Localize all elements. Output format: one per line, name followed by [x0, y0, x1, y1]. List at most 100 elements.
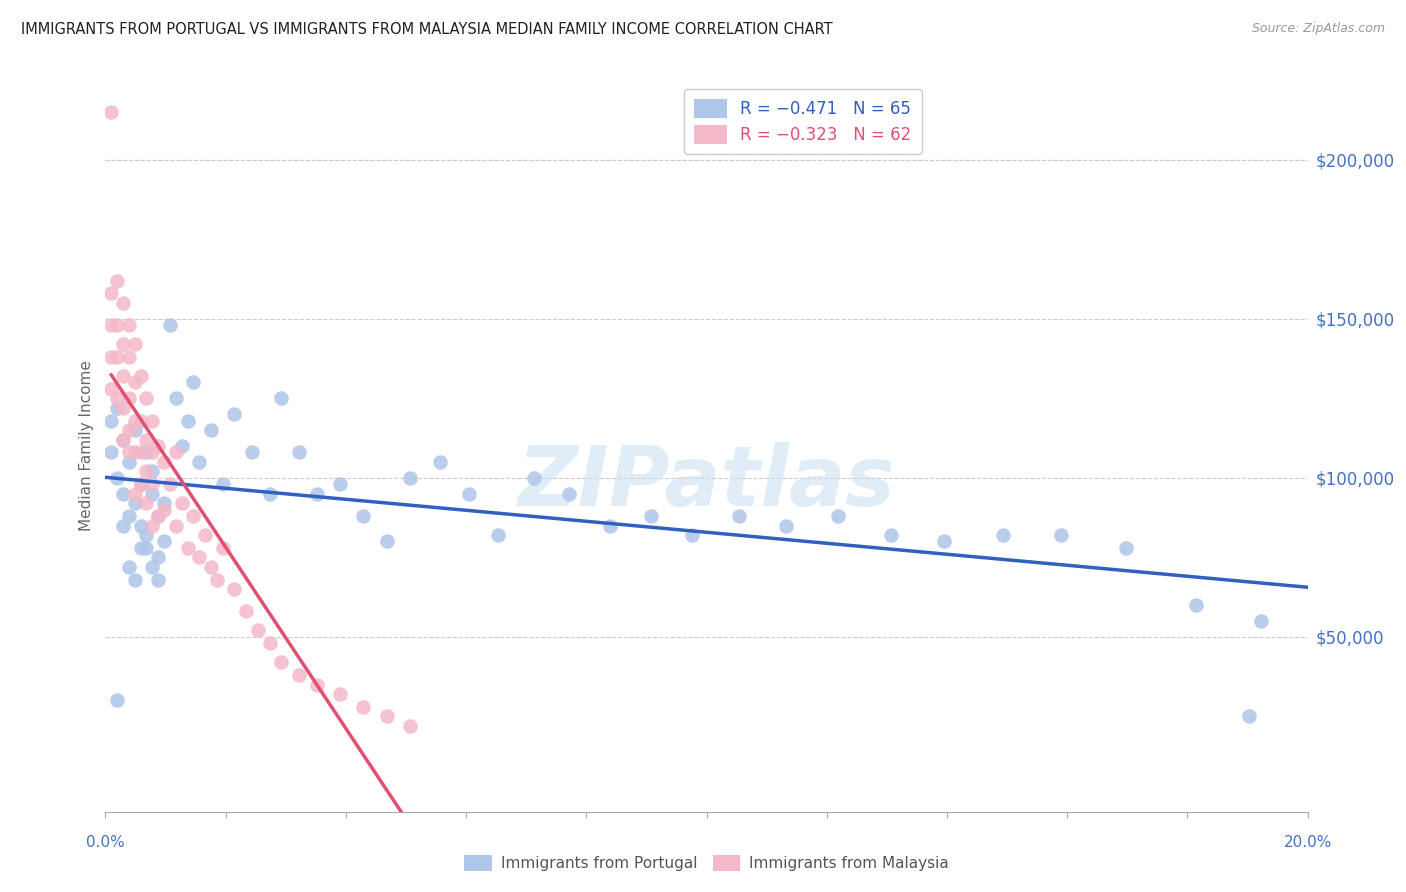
Point [124, 445, 146, 459]
Point [205, 573, 228, 587]
Point [259, 636, 281, 650]
Point [124, 413, 146, 427]
Point [100, 318, 122, 333]
Point [135, 445, 157, 459]
Point [399, 471, 422, 485]
Point [112, 401, 135, 415]
Point [118, 559, 141, 574]
Point [105, 318, 128, 333]
Point [135, 433, 157, 447]
Point [429, 455, 451, 469]
Point [159, 318, 181, 333]
Point [124, 496, 146, 510]
Point [100, 382, 122, 396]
Point [522, 471, 544, 485]
Point [124, 376, 146, 390]
Point [353, 699, 375, 714]
Point [105, 401, 128, 415]
Point [458, 486, 481, 500]
Point [153, 455, 176, 469]
Point [129, 477, 152, 491]
Y-axis label: Median Family Income: Median Family Income [79, 360, 94, 532]
Point [135, 496, 157, 510]
Point [165, 392, 187, 406]
Point [112, 337, 135, 351]
Point [224, 582, 246, 596]
Point [129, 369, 152, 384]
Legend: Immigrants from Portugal, Immigrants from Malaysia: Immigrants from Portugal, Immigrants fro… [458, 849, 955, 877]
Point [183, 508, 205, 523]
Point [240, 445, 263, 459]
Point [105, 471, 128, 485]
Text: IMMIGRANTS FROM PORTUGAL VS IMMIGRANTS FROM MALAYSIA MEDIAN FAMILY INCOME CORREL: IMMIGRANTS FROM PORTUGAL VS IMMIGRANTS F… [21, 22, 832, 37]
Point [375, 709, 398, 723]
Point [112, 296, 135, 310]
Point [1050, 528, 1073, 542]
Point [135, 528, 157, 542]
Point [100, 105, 122, 120]
Point [270, 392, 292, 406]
Point [153, 534, 176, 549]
Point [880, 528, 903, 542]
Point [375, 534, 398, 549]
Point [827, 508, 849, 523]
Point [211, 477, 233, 491]
Point [112, 433, 135, 447]
Point [135, 392, 157, 406]
Point [100, 286, 122, 301]
Point [1115, 541, 1137, 555]
Point [557, 486, 579, 500]
Point [141, 559, 163, 574]
Point [141, 465, 163, 479]
Point [288, 668, 311, 682]
Point [141, 477, 163, 491]
Point [640, 508, 662, 523]
Point [486, 528, 509, 542]
Point [235, 604, 257, 618]
Point [1185, 598, 1208, 612]
Point [129, 413, 152, 427]
Point [141, 486, 163, 500]
Point [211, 541, 233, 555]
Point [246, 624, 269, 638]
Text: 20.0%: 20.0% [1284, 836, 1331, 850]
Point [991, 528, 1014, 542]
Point [118, 455, 141, 469]
Point [129, 518, 152, 533]
Point [148, 508, 170, 523]
Point [1250, 614, 1272, 628]
Point [105, 350, 128, 364]
Point [100, 445, 122, 459]
Point [159, 477, 181, 491]
Point [224, 407, 246, 421]
Point [124, 573, 146, 587]
Point [124, 337, 146, 351]
Point [141, 413, 163, 427]
Point [775, 518, 797, 533]
Point [270, 655, 292, 669]
Point [118, 445, 141, 459]
Point [399, 719, 422, 733]
Point [329, 687, 352, 701]
Point [200, 559, 222, 574]
Point [148, 508, 170, 523]
Point [105, 693, 128, 707]
Point [129, 477, 152, 491]
Point [170, 496, 193, 510]
Point [124, 423, 146, 437]
Point [135, 541, 157, 555]
Text: Source: ZipAtlas.com: Source: ZipAtlas.com [1251, 22, 1385, 36]
Point [194, 528, 217, 542]
Point [170, 439, 193, 453]
Point [153, 496, 176, 510]
Point [176, 541, 198, 555]
Text: ZIPatlas: ZIPatlas [517, 442, 896, 523]
Point [329, 477, 352, 491]
Point [112, 518, 135, 533]
Point [118, 508, 141, 523]
Point [188, 550, 211, 565]
Point [183, 376, 205, 390]
Point [141, 518, 163, 533]
Point [148, 550, 170, 565]
Point [112, 369, 135, 384]
